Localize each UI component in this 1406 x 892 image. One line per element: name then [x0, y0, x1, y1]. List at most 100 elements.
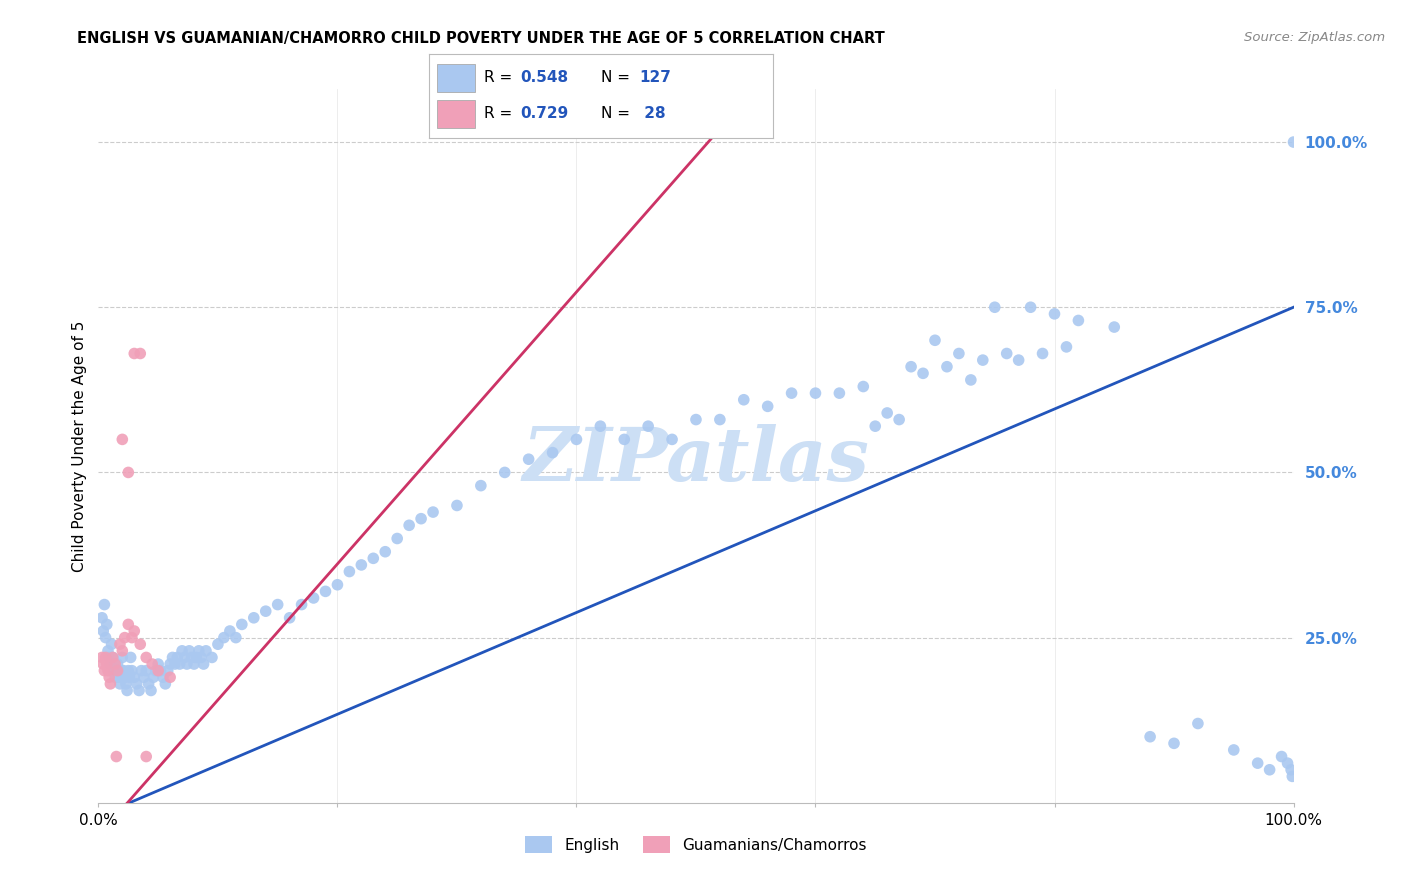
Point — [159, 670, 181, 684]
Point — [613, 433, 636, 447]
Point — [1277, 756, 1299, 771]
Point — [91, 611, 114, 625]
Point — [637, 419, 659, 434]
Point — [565, 433, 588, 447]
Point — [1247, 756, 1270, 771]
Point — [685, 412, 707, 426]
Legend: English, Guamanians/Chamorros: English, Guamanians/Chamorros — [519, 830, 873, 859]
Point — [186, 650, 208, 665]
Point — [1008, 353, 1031, 368]
Point — [94, 650, 117, 665]
Point — [93, 664, 115, 678]
Point — [107, 664, 129, 678]
Text: 0.548: 0.548 — [520, 70, 568, 86]
Point — [254, 604, 277, 618]
Point — [984, 300, 1007, 314]
Point — [900, 359, 922, 374]
Point — [350, 558, 373, 572]
FancyBboxPatch shape — [437, 64, 475, 92]
Point — [1282, 135, 1305, 149]
Point — [278, 611, 301, 625]
Text: R =: R = — [484, 106, 517, 121]
Point — [148, 664, 170, 678]
Point — [111, 433, 134, 447]
Point — [135, 749, 157, 764]
Point — [97, 644, 120, 658]
Point — [398, 518, 420, 533]
Point — [115, 683, 138, 698]
Point — [1032, 346, 1054, 360]
Text: 28: 28 — [638, 106, 665, 121]
Point — [374, 545, 396, 559]
Point — [995, 346, 1018, 360]
Point — [756, 400, 779, 414]
Text: R =: R = — [484, 70, 517, 86]
Point — [180, 650, 202, 665]
Point — [105, 664, 128, 678]
Point — [100, 637, 122, 651]
Point — [107, 657, 129, 671]
Point — [98, 677, 122, 691]
Point — [105, 749, 128, 764]
Point — [1223, 743, 1246, 757]
Point — [1067, 313, 1090, 327]
Point — [865, 419, 887, 434]
Point — [494, 466, 516, 480]
Point — [411, 511, 433, 525]
Point — [101, 650, 124, 665]
Point — [315, 584, 337, 599]
Point — [889, 412, 911, 426]
Point — [1019, 300, 1042, 314]
Point — [1043, 307, 1066, 321]
Text: ENGLISH VS GUAMANIAN/CHAMORRO CHILD POVERTY UNDER THE AGE OF 5 CORRELATION CHART: ENGLISH VS GUAMANIAN/CHAMORRO CHILD POVE… — [77, 31, 886, 46]
Point — [207, 637, 229, 651]
Point — [470, 478, 492, 492]
Point — [363, 551, 385, 566]
Point — [1281, 769, 1303, 783]
Text: Source: ZipAtlas.com: Source: ZipAtlas.com — [1244, 31, 1385, 45]
Point — [780, 386, 803, 401]
Point — [169, 657, 191, 671]
Point — [231, 617, 253, 632]
Text: 127: 127 — [638, 70, 671, 86]
Point — [129, 346, 152, 360]
Point — [138, 677, 160, 691]
Point — [98, 657, 122, 671]
Point — [128, 683, 150, 698]
Point — [114, 631, 136, 645]
Point — [302, 591, 325, 605]
Point — [132, 670, 155, 684]
Point — [108, 677, 131, 691]
Point — [1056, 340, 1078, 354]
Point — [156, 664, 179, 678]
Point — [948, 346, 970, 360]
Point — [1258, 763, 1281, 777]
Point — [101, 650, 124, 665]
Point — [97, 664, 120, 678]
Point — [422, 505, 444, 519]
Point — [124, 670, 146, 684]
Point — [121, 664, 143, 678]
Text: 0.729: 0.729 — [520, 106, 568, 121]
Point — [104, 670, 127, 684]
Point — [91, 624, 114, 638]
Point — [149, 664, 172, 678]
Point — [291, 598, 314, 612]
Point — [148, 657, 170, 671]
Point — [339, 565, 361, 579]
Point — [155, 677, 177, 691]
Point — [118, 670, 141, 684]
Text: ZIPatlas: ZIPatlas — [523, 424, 869, 497]
Point — [267, 598, 290, 612]
Point — [661, 433, 683, 447]
Point — [517, 452, 540, 467]
Point — [166, 650, 188, 665]
Point — [195, 644, 218, 658]
Point — [212, 631, 235, 645]
Point — [111, 650, 134, 665]
Point — [911, 367, 934, 381]
Point — [91, 657, 114, 671]
Point — [94, 631, 117, 645]
Point — [124, 624, 146, 638]
FancyBboxPatch shape — [437, 100, 475, 128]
